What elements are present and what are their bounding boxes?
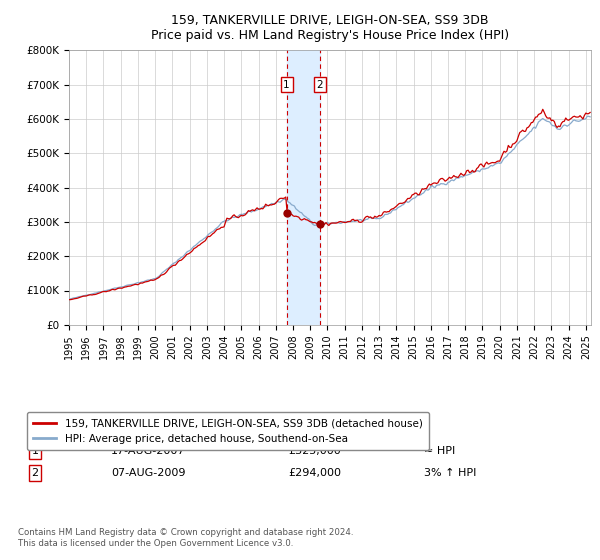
- Text: 07-AUG-2009: 07-AUG-2009: [111, 468, 185, 478]
- Text: 17-AUG-2007: 17-AUG-2007: [111, 446, 185, 456]
- Text: £294,000: £294,000: [288, 468, 341, 478]
- Title: 159, TANKERVILLE DRIVE, LEIGH-ON-SEA, SS9 3DB
Price paid vs. HM Land Registry's : 159, TANKERVILLE DRIVE, LEIGH-ON-SEA, SS…: [151, 15, 509, 43]
- Text: 3% ↑ HPI: 3% ↑ HPI: [424, 468, 476, 478]
- Legend: 159, TANKERVILLE DRIVE, LEIGH-ON-SEA, SS9 3DB (detached house), HPI: Average pri: 159, TANKERVILLE DRIVE, LEIGH-ON-SEA, SS…: [27, 412, 429, 450]
- Text: 1: 1: [32, 446, 38, 456]
- Bar: [287, 50, 320, 325]
- Text: 1: 1: [283, 80, 290, 90]
- Text: 2: 2: [32, 468, 38, 478]
- Text: Contains HM Land Registry data © Crown copyright and database right 2024.
This d: Contains HM Land Registry data © Crown c…: [18, 528, 353, 548]
- Text: 2: 2: [316, 80, 323, 90]
- Text: ≈ HPI: ≈ HPI: [424, 446, 455, 456]
- Text: £325,000: £325,000: [288, 446, 341, 456]
